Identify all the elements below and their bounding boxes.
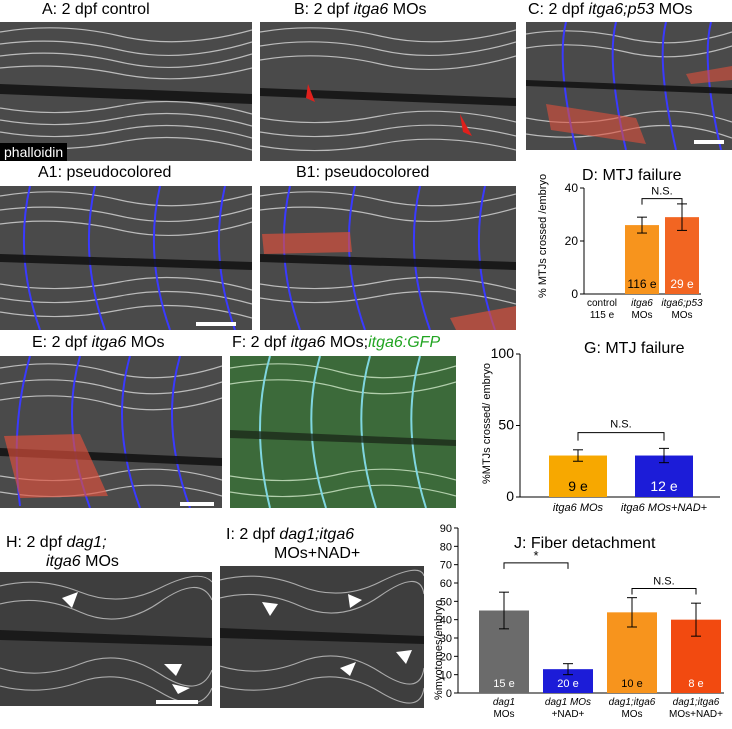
category-label: dag1 MOs	[545, 697, 591, 708]
chart-g-svg: G: MTJ failure %MTJs crossed/ embryo 0 50…	[481, 340, 720, 514]
y-tick-label: 0	[506, 488, 514, 504]
bar-count-label: 15 e	[493, 678, 514, 690]
panel-i-title: I: 2 dpf dag1;itga6 MOs+NAD+	[226, 526, 361, 562]
panel-b1-image	[260, 186, 516, 330]
y-tick-label: 30	[440, 633, 452, 645]
panel-c-image	[526, 22, 732, 150]
y-tick-label: 70	[440, 560, 452, 572]
panel-c-title: C: 2 dpf itga6;p53 MOs	[528, 1, 693, 18]
chart-d-svg: D: MTJ failure % MTJs crossed /embryo 0 2…	[537, 167, 703, 321]
panel-e-image	[0, 356, 222, 508]
category-label: dag1;itga6	[673, 697, 720, 708]
chart-d-ylabel: % MTJs crossed /embryo	[537, 174, 549, 298]
y-tick-label: 0	[446, 688, 452, 700]
panel-a1-title: A1: pseudocolored	[38, 164, 172, 181]
y-tick-label: 0	[571, 287, 578, 301]
category-label-line2: MOs	[631, 310, 652, 321]
panel-a-image: phalloidin	[0, 22, 252, 161]
category-label-line2: MOs+NAD+	[669, 709, 723, 720]
panel-a-title: A: 2 dpf control	[42, 1, 150, 18]
category-label: itga6	[631, 298, 653, 309]
y-tick-label: 80	[440, 541, 452, 553]
significance-bracket	[631, 588, 697, 595]
panel-h-image	[0, 572, 212, 706]
significance-label: N.S.	[610, 419, 631, 431]
panel-h-title: H: 2 dpf dag1; itga6 MOs	[6, 534, 119, 570]
y-tick-label: 40	[565, 181, 579, 195]
y-tick-label: 10	[440, 670, 452, 682]
y-tick-label: 90	[440, 523, 452, 535]
bar-count-label: 10 e	[621, 678, 642, 690]
bar	[543, 669, 593, 693]
chart-j-title: J: Fiber detachment	[514, 535, 656, 552]
bar	[549, 455, 607, 497]
category-label-line2: +NAD+	[552, 709, 585, 720]
chart-d: D: MTJ failure % MTJs crossed /embryo 0 2…	[526, 158, 732, 330]
significance-bracket	[641, 198, 683, 205]
significance-label: *	[533, 548, 538, 563]
chart-d-title: D: MTJ failure	[582, 167, 682, 184]
stain-label: phalloidin	[0, 143, 68, 161]
bar-count-label: 9 e	[568, 478, 588, 494]
panel-i-image	[220, 566, 424, 708]
y-tick-label: 100	[491, 345, 515, 361]
category-label: dag1;itga6	[609, 697, 656, 708]
panel-b-image	[260, 22, 516, 161]
y-tick-label: 50	[440, 596, 452, 608]
category-label: dag1	[493, 697, 515, 708]
category-label: control	[587, 298, 617, 309]
bar-count-label: 8 e	[688, 678, 703, 690]
bar	[625, 225, 659, 294]
y-tick-label: 60	[440, 578, 452, 590]
panel-b-title: B: 2 dpf itga6 MOs	[294, 1, 427, 18]
chart-j-ylabel: %myotomes/embryo	[433, 600, 445, 700]
significance-label: N.S.	[653, 576, 674, 588]
significance-bracket	[577, 432, 665, 441]
panel-f-image	[230, 356, 456, 508]
bar-count-label: 20 e	[557, 678, 578, 690]
chart-j: J: Fiber detachment %myotomes/embryo 0 10…	[424, 518, 732, 729]
y-tick-label: 40	[440, 615, 452, 627]
panel-f-title: F: 2 dpf itga6 MOs;itga6:GFP	[232, 334, 441, 351]
y-tick-label: 20	[440, 651, 452, 663]
chart-g-ylabel: %MTJs crossed/ embryo	[481, 363, 493, 484]
category-label-line2: MOs	[621, 709, 642, 720]
y-tick-label: 20	[565, 234, 579, 248]
category-label-line2: MOs	[493, 709, 514, 720]
bar-count-label: 116 e	[627, 277, 656, 291]
y-tick-label: 50	[498, 417, 514, 433]
category-label: itga6 MOs	[553, 502, 604, 514]
chart-g: G: MTJ failure %MTJs crossed/ embryo 0 50…	[468, 334, 732, 514]
category-label: itga6 MOs+NAD+	[621, 502, 708, 514]
chart-j-svg: J: Fiber detachment %myotomes/embryo 0 10…	[433, 523, 724, 720]
category-label-line2: 115 e	[590, 310, 615, 321]
panel-b1-title: B1: pseudocolored	[296, 164, 430, 181]
panel-e-title: E: 2 dpf itga6 MOs	[32, 334, 165, 351]
bar-count-label: 29 e	[670, 277, 694, 291]
significance-bracket	[503, 562, 569, 569]
category-label-line2: MOs	[671, 310, 692, 321]
bar-count-label: 12 e	[650, 478, 677, 494]
chart-g-title: G: MTJ failure	[584, 340, 685, 357]
panel-a1-image	[0, 186, 252, 330]
significance-label: N.S.	[651, 186, 672, 198]
category-label: itga6;p53	[661, 298, 703, 309]
